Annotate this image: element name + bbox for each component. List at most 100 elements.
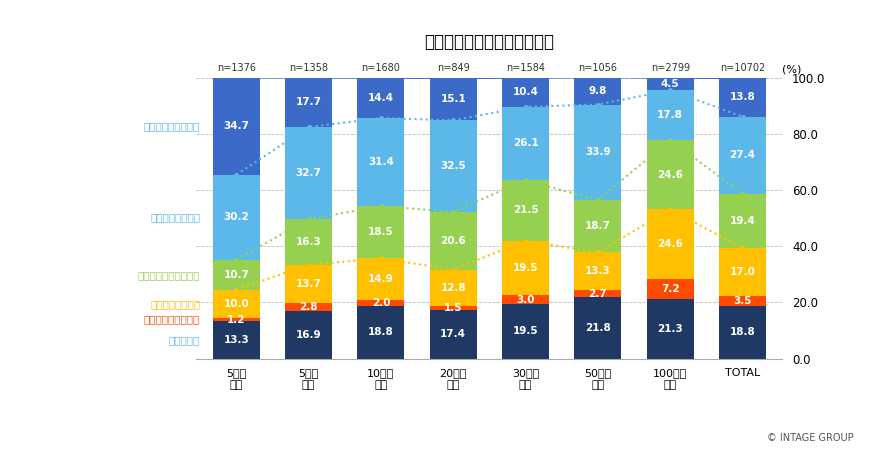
Bar — [575, 290, 621, 297]
Text: 16.3: 16.3 — [296, 237, 321, 247]
Bar — [285, 311, 332, 359]
Text: とても減少している: とても減少している — [143, 121, 200, 131]
Text: 26.1: 26.1 — [513, 139, 539, 148]
Text: 2.8: 2.8 — [299, 302, 318, 312]
Text: 32.5: 32.5 — [440, 161, 466, 171]
Text: 3.5: 3.5 — [733, 296, 752, 306]
Bar — [575, 297, 621, 359]
Text: 19.5: 19.5 — [513, 263, 539, 273]
Bar — [357, 300, 405, 306]
Text: 27.4: 27.4 — [730, 150, 756, 160]
Bar — [213, 321, 260, 359]
Bar — [502, 296, 549, 304]
Bar — [502, 180, 549, 241]
Bar — [213, 77, 260, 175]
Text: 3.0: 3.0 — [517, 295, 535, 305]
Bar — [429, 270, 477, 306]
Text: 10.0: 10.0 — [224, 299, 249, 309]
Bar — [213, 175, 260, 260]
Text: 10.4: 10.4 — [513, 87, 539, 97]
Bar — [357, 258, 405, 300]
Text: 17.4: 17.4 — [440, 329, 466, 339]
Text: 20.6: 20.6 — [440, 236, 466, 246]
Bar — [213, 260, 260, 290]
Bar — [357, 77, 405, 118]
Text: 13.3: 13.3 — [585, 266, 611, 276]
Text: 7.2: 7.2 — [661, 284, 679, 294]
Text: 18.8: 18.8 — [368, 327, 393, 337]
Text: 30.2: 30.2 — [224, 212, 249, 222]
Bar — [213, 318, 260, 321]
Bar — [285, 303, 332, 311]
Text: 17.8: 17.8 — [657, 110, 683, 120]
Bar — [502, 241, 549, 296]
Bar — [357, 306, 405, 359]
Bar — [502, 304, 549, 359]
Bar — [647, 209, 693, 279]
Text: n=1584: n=1584 — [506, 63, 545, 73]
Bar — [575, 252, 621, 290]
Text: 19.5: 19.5 — [513, 326, 539, 336]
Bar — [357, 118, 405, 206]
Bar — [429, 310, 477, 359]
Bar — [647, 279, 693, 299]
Bar — [719, 194, 766, 248]
Text: 13.3: 13.3 — [224, 335, 249, 345]
Text: n=849: n=849 — [436, 63, 470, 73]
Text: 18.5: 18.5 — [368, 227, 393, 237]
Bar — [285, 77, 332, 127]
Text: とても増加している: とても増加している — [143, 315, 200, 324]
Text: n=1680: n=1680 — [362, 63, 400, 73]
Text: 19.4: 19.4 — [730, 216, 755, 226]
Text: 21.3: 21.3 — [657, 324, 683, 334]
Text: 34.7: 34.7 — [224, 121, 249, 131]
Text: n=1358: n=1358 — [290, 63, 328, 73]
Text: 14.4: 14.4 — [368, 93, 394, 103]
Bar — [429, 306, 477, 310]
Bar — [357, 206, 405, 258]
Text: 17.7: 17.7 — [296, 97, 321, 107]
Text: n=2799: n=2799 — [650, 63, 690, 73]
Text: 15.1: 15.1 — [440, 94, 466, 104]
Text: n=1056: n=1056 — [578, 63, 618, 73]
Text: 4.5: 4.5 — [661, 79, 679, 89]
Text: あまり変化していない: あまり変化していない — [137, 270, 200, 280]
Bar — [719, 306, 766, 359]
Text: 14.9: 14.9 — [368, 274, 393, 284]
Text: 2.0: 2.0 — [371, 298, 390, 308]
Text: 16.9: 16.9 — [296, 330, 321, 340]
Bar — [647, 140, 693, 209]
Bar — [647, 77, 693, 90]
Bar — [575, 104, 621, 200]
Bar — [719, 78, 766, 117]
Bar — [285, 127, 332, 219]
Text: 17.0: 17.0 — [730, 267, 755, 277]
Text: n=1376: n=1376 — [216, 63, 256, 73]
Text: 21.8: 21.8 — [585, 323, 611, 333]
Text: 18.7: 18.7 — [585, 221, 611, 231]
Bar — [647, 90, 693, 140]
Text: 31.4: 31.4 — [368, 157, 394, 167]
Bar — [719, 117, 766, 194]
Text: 13.8: 13.8 — [730, 92, 755, 102]
Text: 21.5: 21.5 — [513, 205, 539, 216]
Text: 10.7: 10.7 — [224, 270, 249, 280]
Bar — [429, 212, 477, 270]
Bar — [575, 77, 621, 104]
Text: 33.9: 33.9 — [585, 147, 611, 157]
Text: 2.7: 2.7 — [589, 288, 607, 299]
Text: n=10702: n=10702 — [720, 63, 765, 73]
Text: © INTAGE GROUP: © INTAGE GROUP — [767, 433, 854, 443]
Text: 13.7: 13.7 — [296, 279, 321, 289]
Text: 32.7: 32.7 — [296, 168, 321, 178]
Bar — [719, 248, 766, 296]
Text: わからない: わからない — [169, 335, 200, 345]
Text: 1.2: 1.2 — [227, 315, 246, 324]
Text: (%): (%) — [782, 65, 802, 75]
Bar — [502, 77, 549, 107]
Bar — [647, 299, 693, 359]
Title: 都市規模別　人口減少の実感: 都市規模別 人口減少の実感 — [424, 33, 554, 51]
Bar — [719, 296, 766, 306]
Bar — [429, 78, 477, 120]
Text: 12.8: 12.8 — [440, 283, 466, 293]
